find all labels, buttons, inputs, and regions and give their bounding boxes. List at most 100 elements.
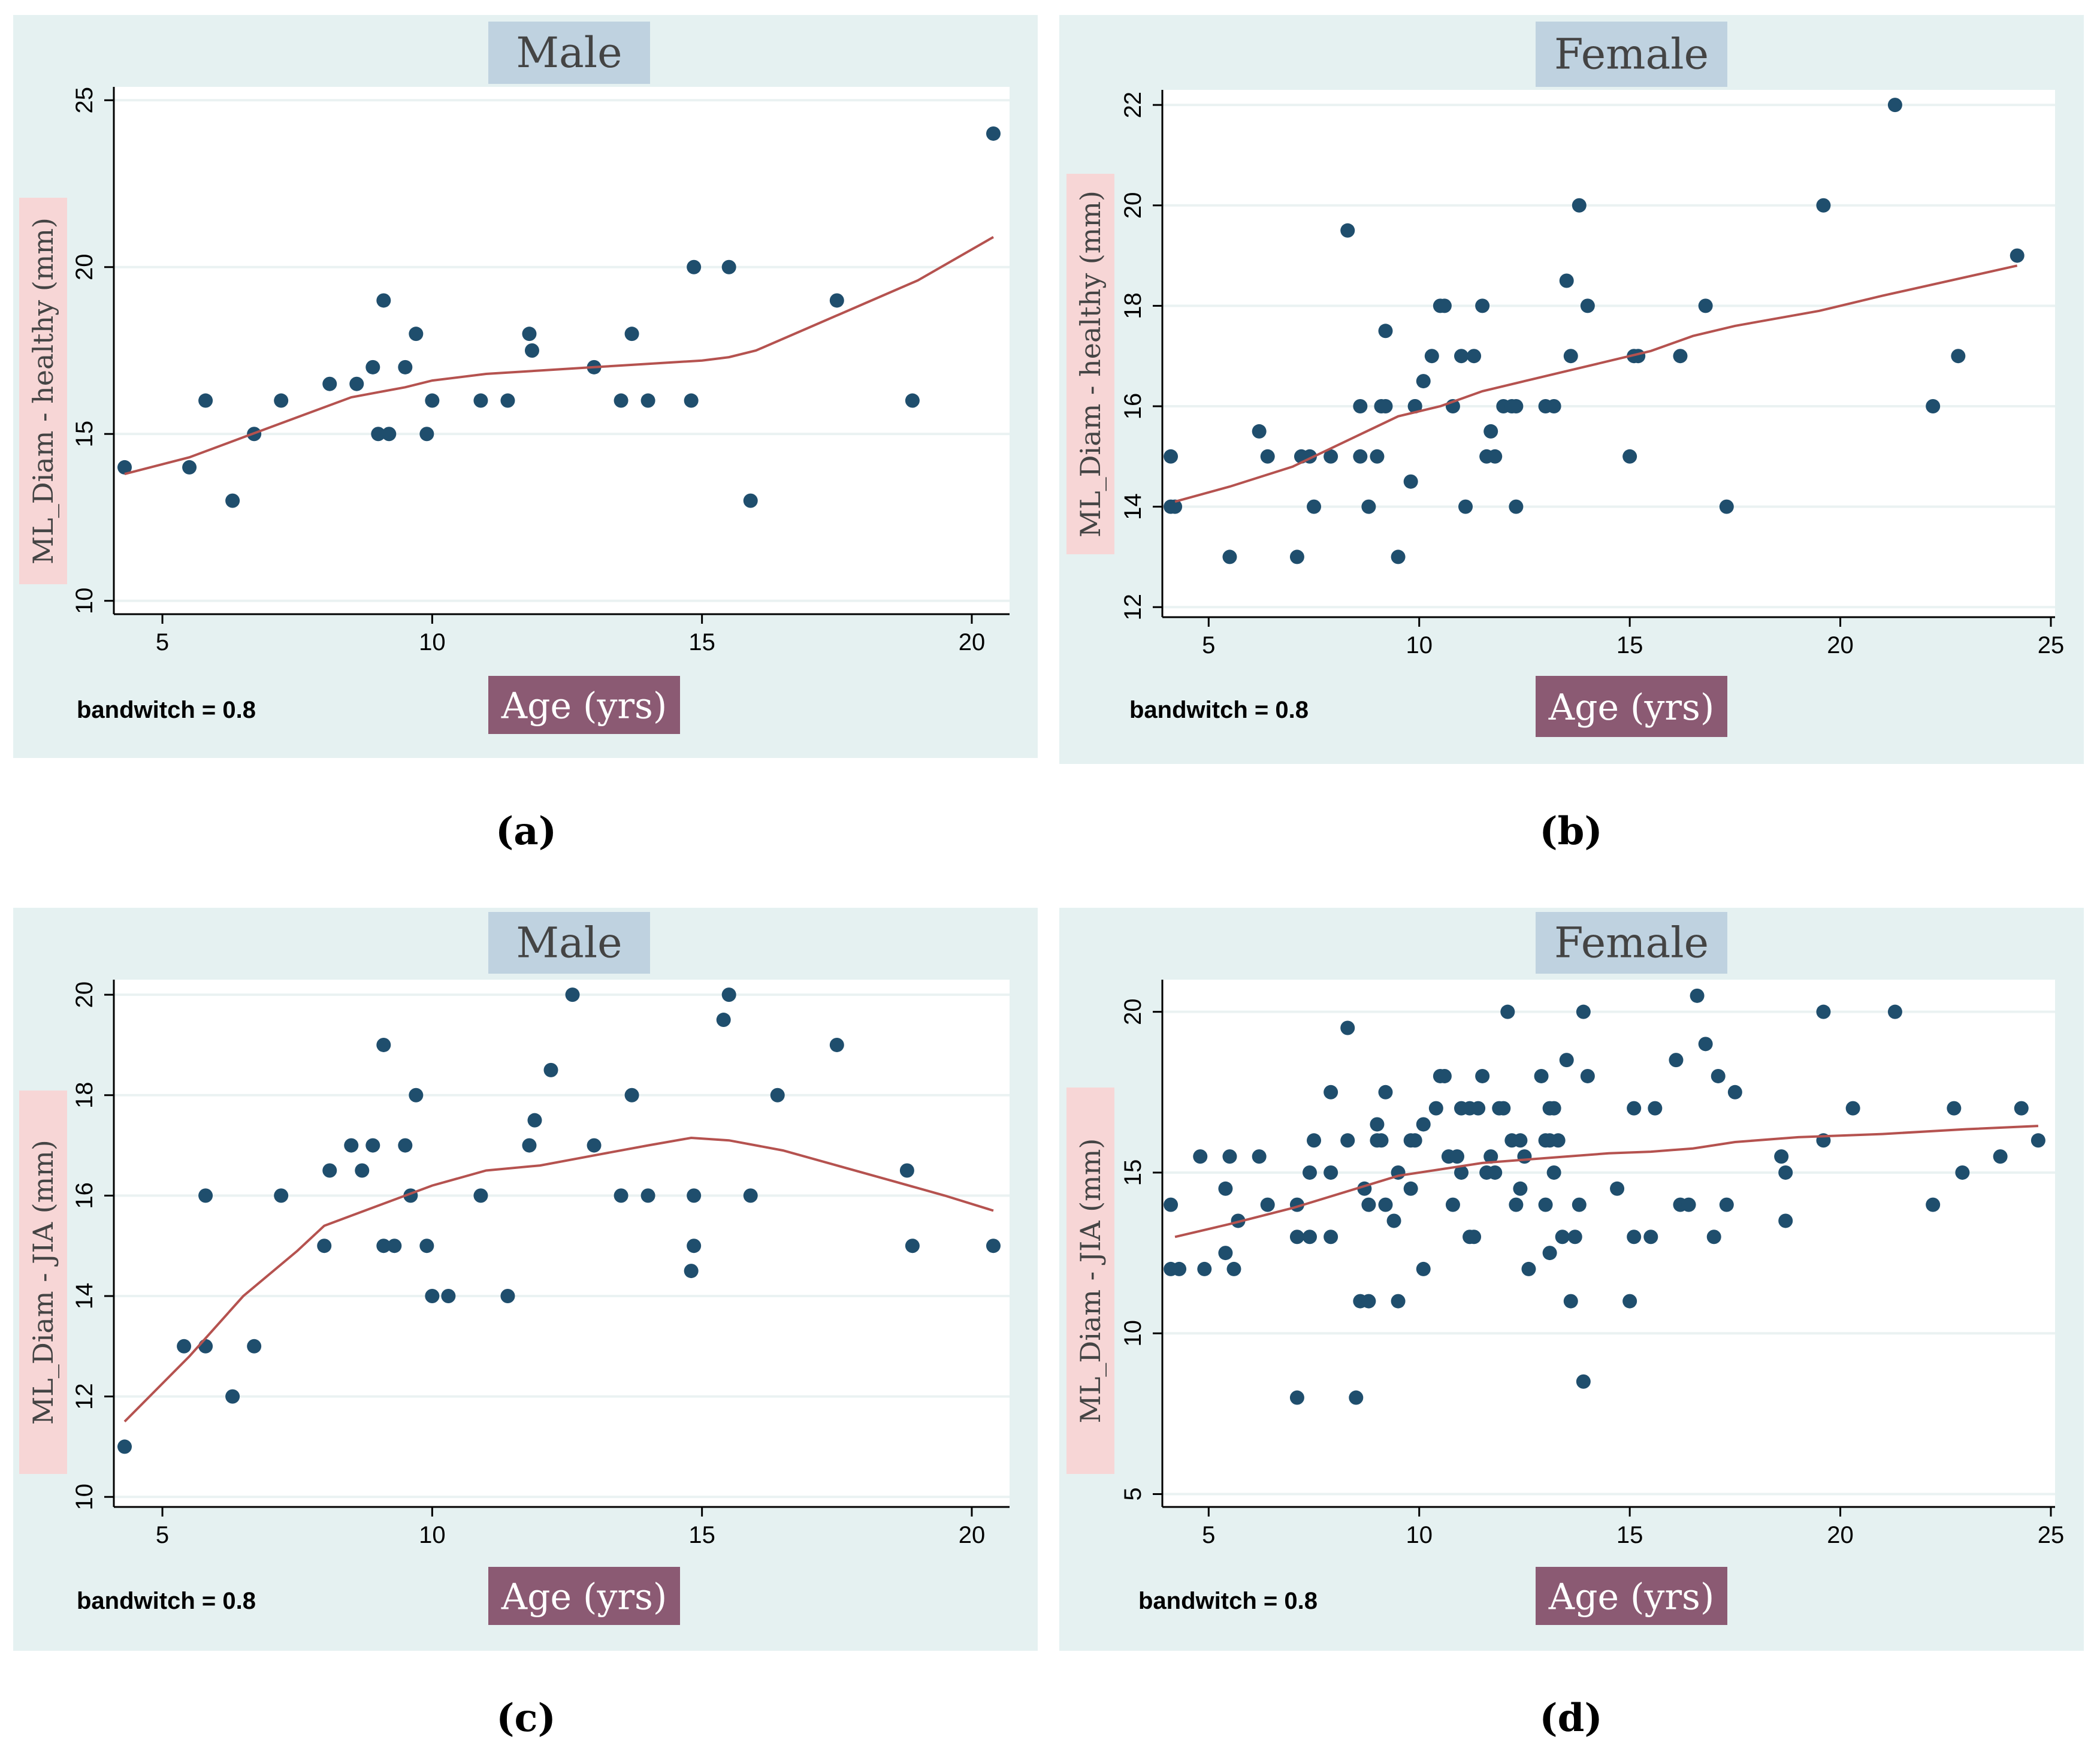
xtick-label-15: 15 — [688, 629, 715, 656]
data-point — [225, 493, 240, 508]
ytick-label-12: 12 — [1120, 594, 1146, 620]
data-point — [441, 1289, 456, 1303]
data-point — [1719, 1197, 1734, 1212]
xlabel-box-b — [1536, 676, 1727, 737]
data-point — [1197, 1261, 1212, 1276]
data-point — [1513, 1133, 1528, 1148]
data-point — [365, 1138, 380, 1153]
data-point — [1681, 1197, 1696, 1212]
data-point — [1887, 98, 1902, 113]
data-point — [1340, 223, 1355, 238]
bandwidth-note-c: bandwitch = 0.8 — [77, 1588, 256, 1614]
data-point — [1168, 499, 1183, 514]
data-point — [322, 376, 337, 391]
data-point — [1546, 1165, 1561, 1180]
data-point — [1488, 1165, 1503, 1180]
data-point — [1706, 1230, 1721, 1245]
data-point — [1391, 1294, 1406, 1309]
data-point — [1711, 1068, 1726, 1083]
data-point — [1534, 1068, 1549, 1083]
data-point — [1378, 1197, 1393, 1212]
data-point — [1517, 1149, 1532, 1164]
data-point — [1218, 1181, 1233, 1196]
data-point — [1690, 988, 1705, 1003]
data-point — [1416, 1261, 1431, 1276]
xtick-label-20: 20 — [1827, 1522, 1854, 1548]
data-point — [500, 393, 515, 408]
chart-panel-d: 5 10 15 20 5 10 15 20 25 Female Age (yrs) ML_Diam -… — [1059, 908, 2084, 1651]
ytick-label-25: 25 — [71, 87, 98, 114]
ytick-label-18: 18 — [1120, 292, 1146, 319]
chart-panel-a: 10 15 20 25 5 10 15 20 Male Age (yrs) ML_Diam - he… — [13, 15, 1038, 758]
data-point — [117, 460, 132, 475]
data-point — [198, 1188, 213, 1203]
data-point — [1774, 1149, 1789, 1164]
data-point — [522, 1138, 537, 1153]
data-point — [565, 987, 580, 1002]
data-point — [274, 1188, 289, 1203]
data-point — [905, 393, 920, 408]
data-point — [1437, 298, 1452, 313]
data-point — [1643, 1230, 1658, 1245]
chart-panel-c: 10 12 14 16 18 20 5 10 15 20 Male Age (yrs) ML_Diam … — [13, 908, 1038, 1651]
data-point — [1324, 1165, 1338, 1180]
ylabel-box-d — [1066, 1088, 1114, 1474]
data-point — [1407, 1133, 1422, 1148]
data-point — [1454, 1165, 1469, 1180]
data-point — [322, 1163, 337, 1178]
data-point — [2010, 248, 2025, 263]
data-point — [1845, 1101, 1860, 1116]
data-point — [1546, 399, 1561, 413]
ytick-label-10: 10 — [71, 1484, 98, 1511]
data-point — [1428, 1101, 1443, 1116]
xtick-label-10: 10 — [1406, 632, 1433, 659]
data-point — [1576, 1004, 1591, 1019]
data-point — [640, 393, 655, 408]
data-point — [743, 1188, 758, 1203]
data-point — [905, 1239, 920, 1253]
lowess-curve-b — [1174, 264, 2018, 503]
data-point — [398, 1138, 413, 1153]
data-point — [1407, 399, 1422, 413]
data-point — [1951, 349, 1966, 364]
data-point — [1816, 1004, 1831, 1019]
data-point — [899, 1163, 914, 1178]
data-point — [614, 393, 629, 408]
data-point — [543, 1062, 558, 1077]
y-axis-label-a: ML_Diam - healthy (mm) — [27, 218, 59, 564]
lowess-curve-c — [123, 1136, 994, 1422]
xtick-label-25: 25 — [2038, 1522, 2065, 1548]
data-point — [1164, 449, 1179, 464]
data-point — [473, 393, 488, 408]
xtick-label-25: 25 — [2038, 632, 2065, 659]
data-point — [1164, 1197, 1179, 1212]
data-point — [1622, 1294, 1637, 1309]
xtick-label-15: 15 — [688, 1522, 715, 1548]
data-point — [1778, 1213, 1793, 1228]
ytick-label-15: 15 — [1120, 1159, 1146, 1186]
chart-title-c: Male — [516, 919, 622, 968]
data-point — [1926, 1197, 1941, 1212]
data-point — [527, 1113, 542, 1128]
xlabel-box-d — [1536, 1567, 1727, 1625]
ytick-label-18: 18 — [71, 1082, 98, 1109]
data-point — [1307, 1133, 1322, 1148]
x-axis-label-a: Age (yrs) — [501, 685, 667, 727]
ylabel-box-c — [19, 1091, 67, 1474]
ytick-label-20: 20 — [71, 254, 98, 281]
ytick-label-12: 12 — [71, 1383, 98, 1410]
data-point — [1580, 1068, 1595, 1083]
data-point — [1403, 1181, 1418, 1196]
data-point — [1509, 1197, 1524, 1212]
data-point — [1887, 1004, 1902, 1019]
plot-area-b — [1162, 90, 2055, 617]
data-point — [382, 427, 397, 442]
data-point — [1361, 499, 1376, 514]
x-axis-label-d: Age (yrs) — [1548, 1576, 1715, 1618]
data-point — [684, 1264, 699, 1279]
data-point — [2014, 1101, 2029, 1116]
data-point — [1947, 1101, 1962, 1116]
data-point — [1475, 298, 1490, 313]
data-point — [1424, 349, 1439, 364]
xtick-label-5: 5 — [156, 1522, 169, 1548]
